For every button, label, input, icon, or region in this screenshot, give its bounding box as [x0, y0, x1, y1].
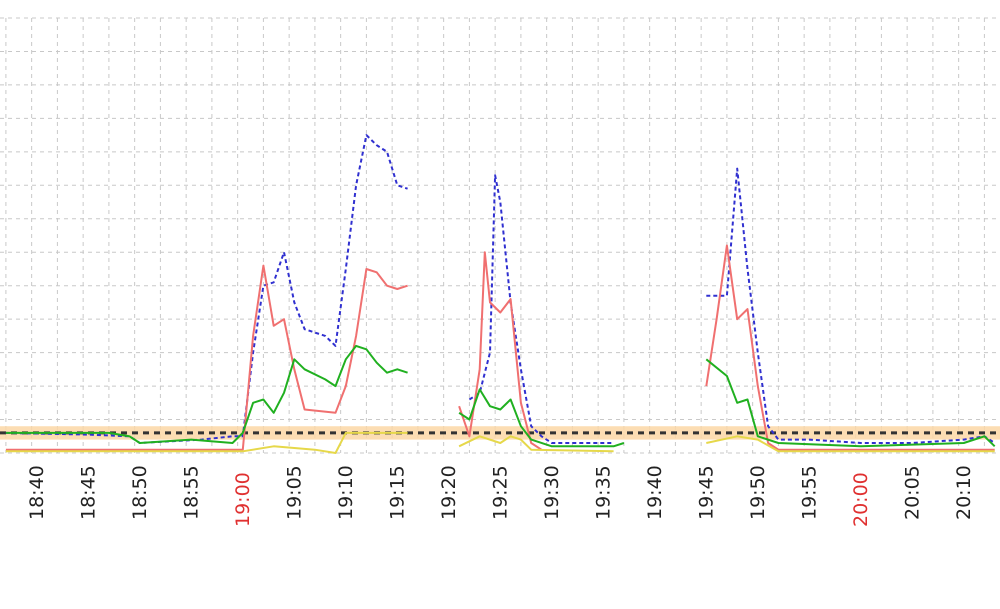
x-tick-label: 19:10 [335, 465, 357, 520]
x-tick-label: 18:55 [180, 465, 202, 520]
x-tick-label: 19:00 [232, 472, 254, 527]
x-tick-label: 19:30 [541, 465, 563, 520]
x-tick-label: 19:45 [695, 465, 717, 520]
x-tick-label: 20:00 [850, 472, 872, 527]
series-2-segment-1 [458, 388, 625, 448]
x-tick-label: 19:05 [283, 465, 305, 520]
x-axis-ticks: 18:40 18:45 18:50 18:55 19:00 19:05 19:10 19:15… [26, 465, 975, 527]
x-tick-label: 19:35 [592, 465, 614, 520]
series-3-segment-0 [5, 431, 408, 454]
x-tick-label: 20:05 [901, 465, 923, 520]
x-tick-label: 19:55 [798, 465, 820, 520]
x-tick-label: 19:15 [386, 465, 408, 520]
x-tick-label: 19:25 [489, 465, 511, 520]
series-3-segment-2 [706, 435, 995, 453]
x-tick-label: 20:10 [953, 465, 975, 520]
series-2-segment-2 [705, 358, 996, 448]
series-0-segment-1 [468, 174, 614, 444]
series-0-segment-2 [706, 167, 996, 444]
x-tick-label: 19:50 [747, 465, 769, 520]
series-3-segment-1 [458, 435, 614, 453]
x-tick-label: 19:20 [438, 465, 460, 520]
x-tick-label: 18:45 [77, 465, 99, 520]
x-tick-label: 19:40 [644, 465, 666, 520]
threshold-band [0, 426, 1000, 440]
x-tick-label: 18:50 [129, 465, 151, 520]
series-1-segment-2 [705, 244, 995, 451]
series-1-segment-0 [5, 264, 408, 451]
chart-grid [0, 17, 1000, 454]
series-0-segment-0 [5, 134, 408, 444]
series-2-segment-0 [5, 344, 408, 444]
x-tick-label: 18:40 [26, 465, 48, 520]
series-group [5, 134, 996, 454]
